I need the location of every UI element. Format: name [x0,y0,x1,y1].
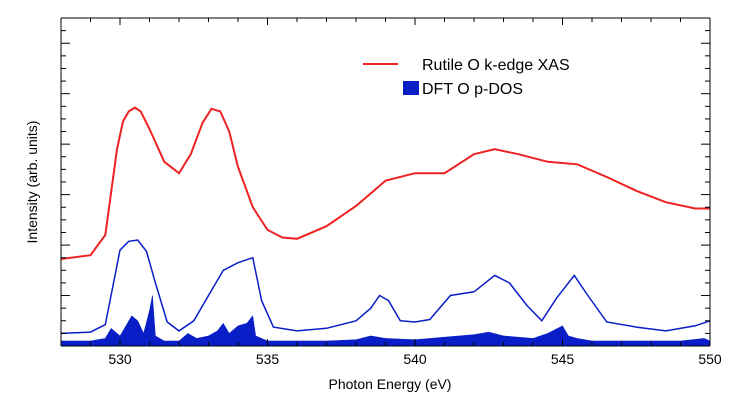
x-tick-label: 550 [698,351,722,367]
legend: Rutile O k-edge XAS DFT O p-DOS [363,57,570,98]
x-tick-label: 530 [108,351,132,367]
plot-area [61,106,710,346]
x-tick-labels: 530 535 540 545 550 [108,351,722,367]
legend-swatch-dos [403,81,419,95]
legend-label-dos: DFT O p-DOS [422,81,523,98]
y-axis-label: Intensity (arb. units) [24,121,40,244]
dos-area [61,295,710,346]
x-tick-label: 535 [256,351,280,367]
x-tick-label: 545 [551,351,575,367]
legend-label-xas: Rutile O k-edge XAS [422,57,570,74]
xas-line [61,106,710,260]
x-tick-label: 540 [403,351,427,367]
dos-broadened-line [61,239,710,335]
x-tick-marks [60,17,711,347]
x-axis-label: Photon Energy (eV) [329,376,452,392]
